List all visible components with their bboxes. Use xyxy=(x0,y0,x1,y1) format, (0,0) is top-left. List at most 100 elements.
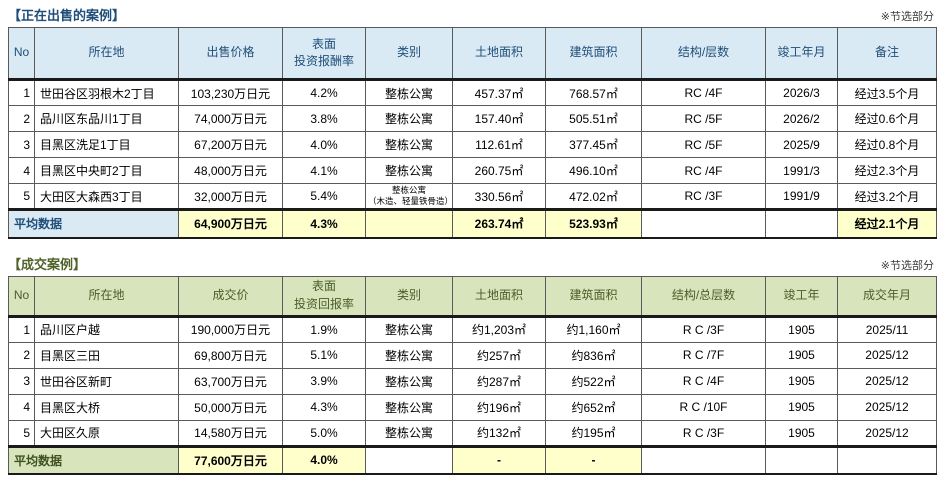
cell-remarks: 经过3.2个月 xyxy=(837,183,937,210)
cell-completion: 1905 xyxy=(765,315,838,343)
cell-location: 大田区久原 xyxy=(34,419,179,447)
table-row: 5 大田区久原 14,580万日元 5.0% 整栋公寓 约132㎡ 约195㎡ … xyxy=(8,419,937,447)
cell-price: 103,230万日元 xyxy=(178,79,283,106)
table-row: 3 世田谷区新町 63,700万日元 3.9% 整栋公寓 约287㎡ 约522㎡… xyxy=(8,367,937,395)
cell-yield: 5.0% xyxy=(282,419,366,447)
cell-yield: 3.8% xyxy=(282,105,366,132)
sale-col-category: 类别 xyxy=(365,27,453,81)
cell-structure: R C /10F xyxy=(641,393,766,421)
cell-building-area: 377.45㎡ xyxy=(545,131,642,158)
average-structure xyxy=(641,444,766,475)
table-row: 3 目黑区洗足1丁目 67,200万日元 4.0% 整栋公寓 112.61㎡ 3… xyxy=(8,131,937,158)
deal-col-location: 所在地 xyxy=(34,275,179,318)
cell-building-area: 472.02㎡ xyxy=(545,183,642,210)
cell-land-area: 260.75㎡ xyxy=(452,157,546,184)
sale-col-structure: 结构/层数 xyxy=(641,27,766,81)
cell-location: 世田谷区新町 xyxy=(34,367,179,395)
cell-building-area: 约522㎡ xyxy=(545,367,642,395)
cell-building-area: 约195㎡ xyxy=(545,419,642,447)
cell-remarks: 经过2.3个月 xyxy=(837,157,937,184)
cell-land-area: 157.40㎡ xyxy=(452,105,546,132)
sale-col-yield: 表面 投资报酬率 xyxy=(282,27,366,81)
average-remarks: 经过2.1个月 xyxy=(837,208,937,239)
cell-land-area: 112.61㎡ xyxy=(452,131,546,158)
cell-category: 整栋公寓 xyxy=(365,105,453,132)
sale-col-price: 出售价格 xyxy=(178,27,283,81)
cell-price: 50,000万日元 xyxy=(178,393,283,421)
average-yield: 4.3% xyxy=(282,208,366,239)
deal-title: 【成交案例】 xyxy=(8,256,87,272)
cell-price: 190,000万日元 xyxy=(178,315,283,343)
table-row: 2 目黑区三田 69,800万日元 5.1% 整栋公寓 约257㎡ 约836㎡ … xyxy=(8,341,937,369)
cell-completion: 1991/3 xyxy=(765,157,838,184)
cell-location: 目黑区大桥 xyxy=(34,393,179,421)
table-row: 2 品川区东品川1丁目 74,000万日元 3.8% 整栋公寓 157.40㎡ … xyxy=(8,105,937,132)
cell-price: 32,000万日元 xyxy=(178,183,283,210)
average-building-area: 523.93㎡ xyxy=(545,208,642,239)
cell-location: 世田谷区羽根木2丁目 xyxy=(34,79,179,106)
cell-no: 5 xyxy=(8,419,35,447)
deal-col-structure: 结构/总层数 xyxy=(641,275,766,318)
cell-deal-date: 2025/12 xyxy=(837,367,937,395)
cell-category: 整栋公寓 （木造、轻量铁骨造） xyxy=(365,183,453,210)
cell-price: 14,580万日元 xyxy=(178,419,283,447)
sale-col-land-area: 土地面积 xyxy=(452,27,546,81)
cell-category: 整栋公寓 xyxy=(365,315,453,343)
cell-structure: R C /3F xyxy=(641,419,766,447)
cell-category: 整栋公寓 xyxy=(365,419,453,447)
cell-completion: 1905 xyxy=(765,393,838,421)
deal-col-category: 类别 xyxy=(365,275,453,318)
cell-remarks: 经过0.8个月 xyxy=(837,131,937,158)
average-label: 平均数据 xyxy=(8,208,179,239)
sale-col-location: 所在地 xyxy=(34,27,179,81)
cell-category: 整栋公寓 xyxy=(365,367,453,395)
cell-no: 4 xyxy=(8,157,35,184)
cell-category: 整栋公寓 xyxy=(365,341,453,369)
cell-structure: RC /3F xyxy=(641,183,766,210)
cell-deal-date: 2025/12 xyxy=(837,341,937,369)
cell-yield: 1.9% xyxy=(282,315,366,343)
cell-price: 48,000万日元 xyxy=(178,157,283,184)
cell-remarks: 经过3.5个月 xyxy=(837,79,937,106)
cell-yield: 5.4% xyxy=(282,183,366,210)
deal-section-header: 【成交案例】 ※节选部分 xyxy=(8,254,936,273)
cell-building-area: 496.10㎡ xyxy=(545,157,642,184)
cell-building-area: 约652㎡ xyxy=(545,393,642,421)
cell-deal-date: 2025/12 xyxy=(837,393,937,421)
cell-deal-date: 2025/11 xyxy=(837,315,937,343)
sale-excerpt-note: ※节选部分 xyxy=(880,11,934,23)
cell-structure: R C /3F xyxy=(641,315,766,343)
cell-no: 3 xyxy=(8,367,35,395)
sale-title: 【正在出售的案例】 xyxy=(8,8,126,23)
cell-land-area: 约287㎡ xyxy=(452,367,546,395)
average-yield: 4.0% xyxy=(282,444,366,475)
cell-completion: 1905 xyxy=(765,419,838,447)
cell-yield: 5.1% xyxy=(282,341,366,369)
cell-deal-date: 2025/12 xyxy=(837,419,937,447)
cell-building-area: 约1,160㎡ xyxy=(545,315,642,343)
cell-land-area: 约1,203㎡ xyxy=(452,315,546,343)
cell-no: 2 xyxy=(8,105,35,132)
sale-col-completion: 竣工年月 xyxy=(765,27,838,81)
average-price: 64,900万日元 xyxy=(178,208,283,239)
table-row: 5 大田区大森西3丁目 32,000万日元 5.4% 整栋公寓 （木造、轻量铁骨… xyxy=(8,183,937,210)
cell-no: 1 xyxy=(8,79,35,106)
average-structure xyxy=(641,208,766,239)
cell-location: 大田区大森西3丁目 xyxy=(34,183,179,210)
cell-structure: R C /4F xyxy=(641,367,766,395)
average-label: 平均数据 xyxy=(8,444,179,475)
sale-col-no: No xyxy=(8,27,35,81)
cell-price: 63,700万日元 xyxy=(178,367,283,395)
cell-land-area: 457.37㎡ xyxy=(452,79,546,106)
cell-no: 3 xyxy=(8,131,35,158)
average-land-area: 263.74㎡ xyxy=(452,208,546,239)
deal-col-no: No xyxy=(8,275,35,318)
cell-building-area: 505.51㎡ xyxy=(545,105,642,132)
cell-location: 目黑区三田 xyxy=(34,341,179,369)
cell-completion: 1905 xyxy=(765,367,838,395)
deal-header-row: No 所在地 成交价 表面 投资回报率 类别 土地面积 建筑面积 结构/总层数 … xyxy=(8,275,937,318)
cell-structure: RC /5F xyxy=(641,131,766,158)
cell-building-area: 约836㎡ xyxy=(545,341,642,369)
cell-price: 74,000万日元 xyxy=(178,105,283,132)
